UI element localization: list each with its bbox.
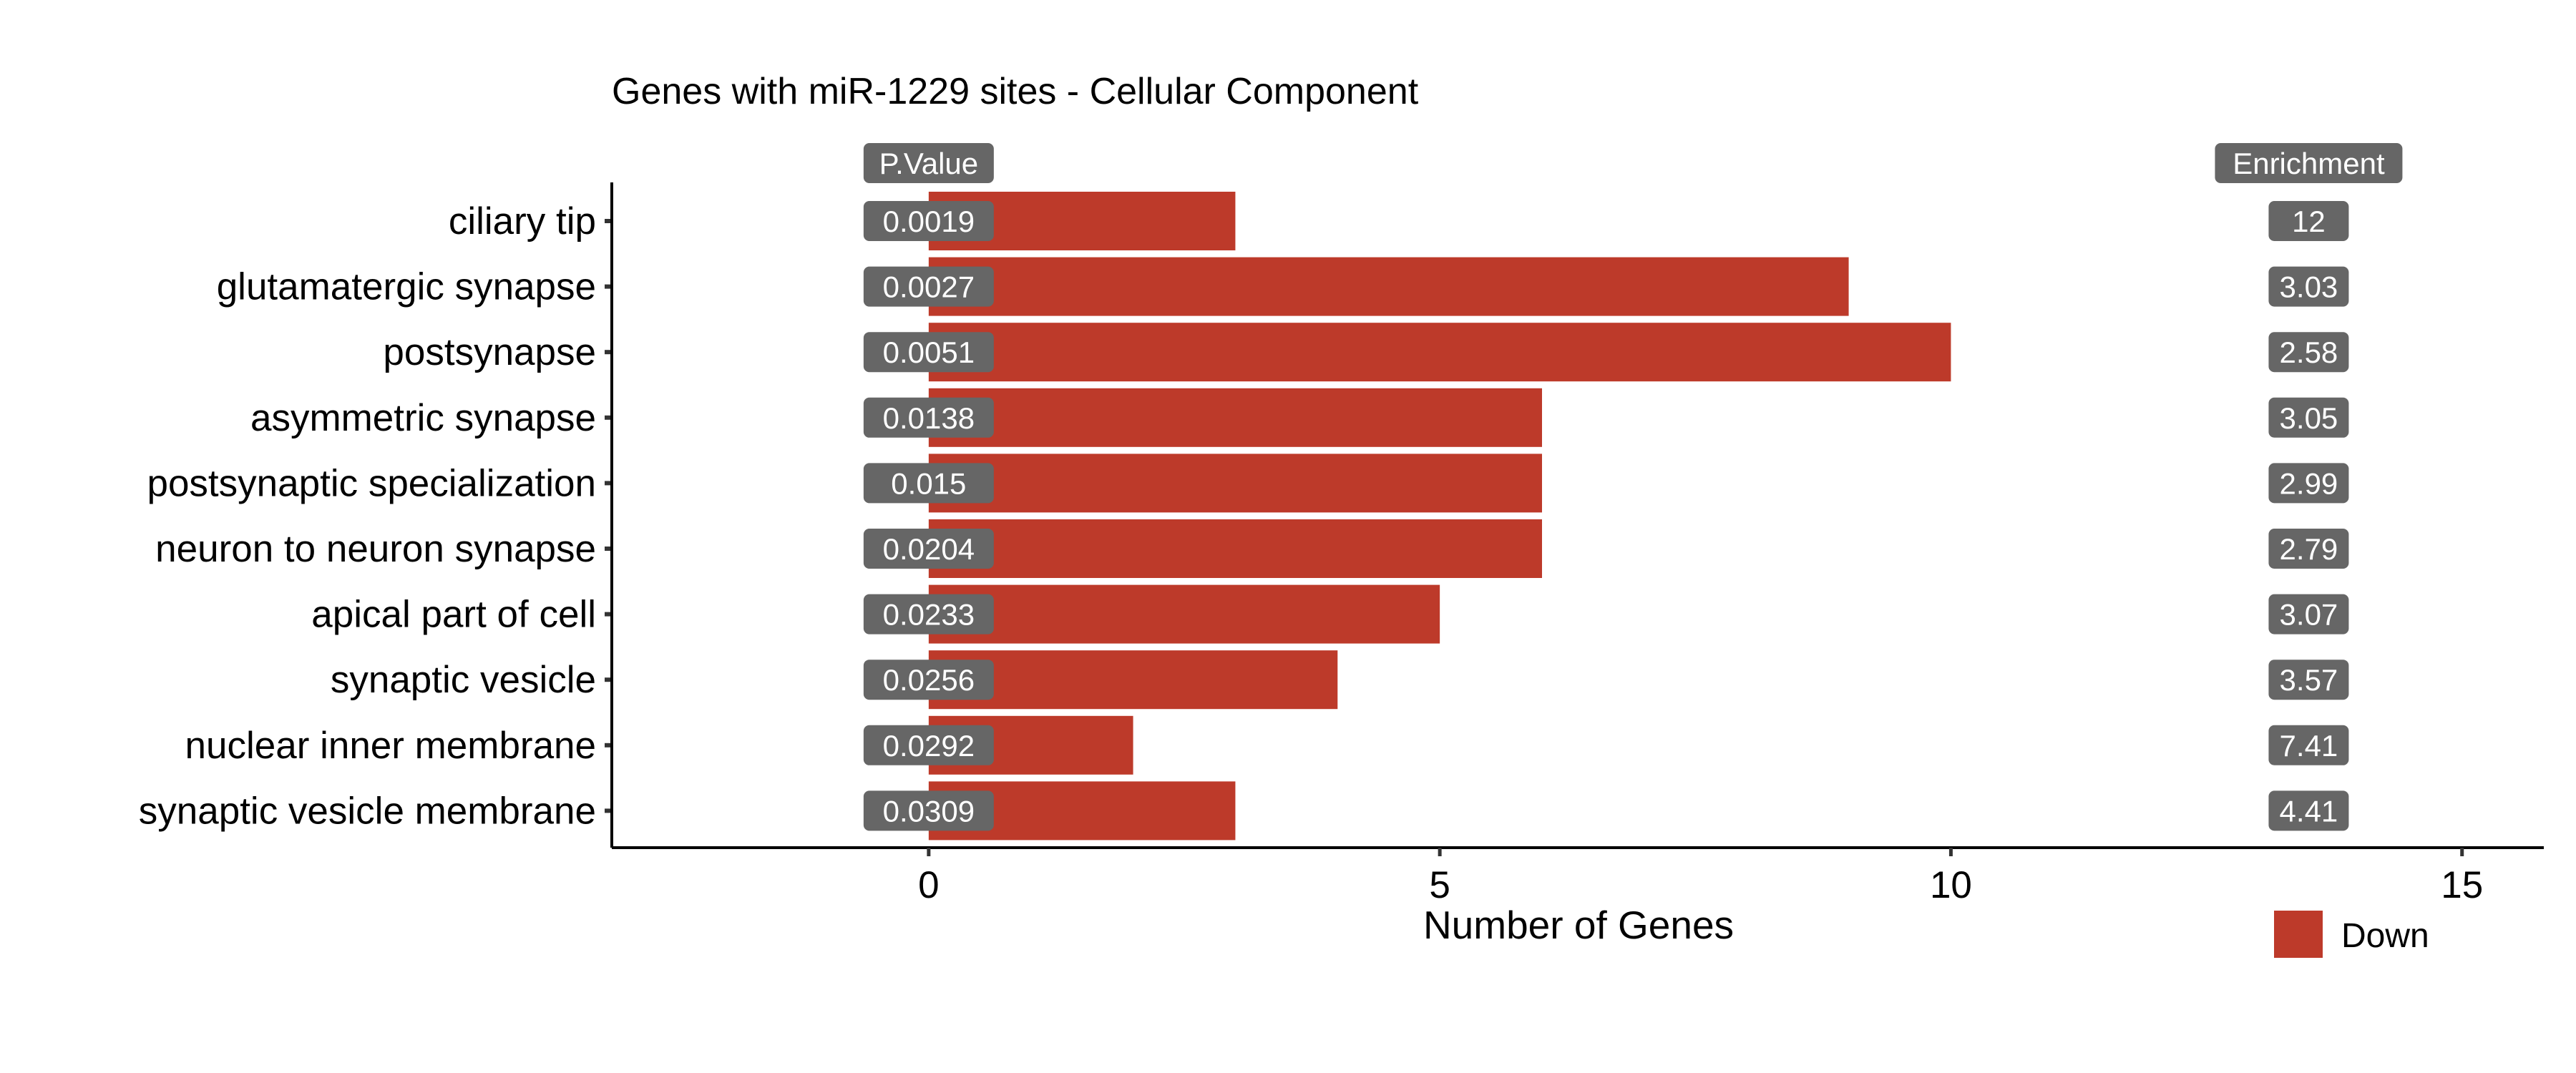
category-label: glutamatergic synapse	[217, 266, 596, 308]
bar	[928, 584, 1440, 644]
enrichment-label: 4.41	[2268, 790, 2349, 831]
pvalue-label-bg	[863, 660, 994, 700]
enrichment-label: 3.57	[2268, 660, 2349, 700]
pvalue-label-text: 0.015	[891, 466, 966, 500]
pvalue-label-text: 0.0256	[883, 663, 975, 697]
bar	[928, 323, 1951, 382]
enrichment-label-bg	[2268, 266, 2349, 307]
pvalue-labels: P.Value 0.0019 0.0027 0.0051 0.0138 0.015 0.02…	[863, 143, 994, 831]
enrichment-label-text: 4.41	[2280, 794, 2338, 828]
pvalue-label-bg	[863, 332, 994, 373]
enrichment-label-bg	[2268, 660, 2349, 700]
pvalue-label: 0.0309	[863, 790, 994, 831]
pvalue-label-bg	[863, 529, 994, 569]
pvalue-label: 0.0027	[863, 266, 994, 307]
category-label: apical part of cell	[311, 594, 596, 636]
enrichment-label: 7.41	[2268, 725, 2349, 765]
x-axis-title: Number of Genes	[1423, 903, 1734, 947]
enrichment-label: 12	[2268, 201, 2349, 241]
enrichment-label-bg	[2268, 594, 2349, 635]
enrichment-label-text: 3.07	[2280, 598, 2338, 632]
category-label: postsynaptic specialization	[147, 462, 596, 504]
category-label: nuclear inner membrane	[185, 725, 596, 767]
pvalue-label-bg	[863, 725, 994, 765]
pvalue-header-bg	[863, 143, 994, 183]
category-label: synaptic vesicle membrane	[139, 790, 596, 832]
enrichment-label-text: 12	[2292, 205, 2326, 238]
enrichment-label: 3.07	[2268, 594, 2349, 635]
pvalue-label: 0.0051	[863, 332, 994, 373]
enrichment-header: Enrichment	[2215, 143, 2403, 183]
category-label: postsynapse	[383, 331, 596, 373]
category-label: synaptic vesicle	[331, 659, 596, 701]
bar	[928, 388, 1542, 447]
category-label: ciliary tip	[449, 200, 596, 242]
legend-swatch	[2274, 911, 2323, 958]
enrichment-label-text: 2.58	[2280, 335, 2338, 369]
pvalue-label-text: 0.0019	[883, 205, 975, 238]
enrichment-labels: Enrichment 12 3.03 2.58 3.05 2.99 2.79 3.07 3.57…	[2215, 143, 2403, 831]
pvalue-label-bg	[863, 790, 994, 831]
pvalue-label: 0.0138	[863, 397, 994, 438]
pvalue-label-text: 0.0204	[883, 532, 975, 566]
pvalue-label-bg	[863, 266, 994, 307]
enrichment-label: 2.99	[2268, 463, 2349, 504]
x-tick-label: 5	[1429, 864, 1450, 906]
chart-title: Genes with miR-1229 sites - Cellular Com…	[612, 71, 1419, 112]
legend-label: Down	[2341, 917, 2429, 955]
bar	[928, 454, 1542, 513]
enrichment-label: 3.03	[2268, 266, 2349, 307]
enrichment-label-bg	[2268, 725, 2349, 765]
enrichment-label: 3.05	[2268, 397, 2349, 438]
category-label: asymmetric synapse	[250, 397, 596, 439]
enrichment-label-bg	[2268, 201, 2349, 241]
pvalue-label-text: 0.0233	[883, 598, 975, 632]
pvalue-label: 0.0204	[863, 529, 994, 569]
bar	[928, 257, 1849, 316]
pvalue-label-bg	[863, 201, 994, 241]
pvalue-label-text: 0.0051	[883, 335, 975, 369]
enrichment-label: 2.79	[2268, 529, 2349, 569]
x-tick-label: 0	[918, 864, 939, 906]
x-tick-label: 15	[2441, 864, 2483, 906]
pvalue-label: 0.0019	[863, 201, 994, 241]
pvalue-label-text: 0.0027	[883, 270, 975, 304]
axes: 0 5 10 15	[605, 182, 2544, 906]
enrichment-label-text: 3.05	[2280, 401, 2338, 435]
bars-group	[928, 192, 1951, 841]
x-tick-label: 10	[1930, 864, 1972, 906]
enrichment-label-text: 3.03	[2280, 270, 2338, 304]
enrichment-header-text: Enrichment	[2233, 147, 2385, 180]
bar	[928, 519, 1542, 578]
enrichment-label-text: 7.41	[2280, 729, 2338, 763]
pvalue-label: 0.0292	[863, 725, 994, 765]
enrichment-label: 2.58	[2268, 332, 2349, 373]
enrichment-label-bg	[2268, 529, 2349, 569]
pvalue-label: 0.0256	[863, 660, 994, 700]
bar	[928, 650, 1338, 710]
enrichment-label-bg	[2268, 332, 2349, 373]
enrichment-label-bg	[2268, 463, 2349, 504]
category-labels: ciliary tip glutamatergic synapse postsyna…	[139, 200, 596, 832]
pvalue-label-text: 0.0138	[883, 401, 975, 435]
enrichment-label-text: 2.99	[2280, 466, 2338, 500]
legend: Down	[2274, 911, 2429, 958]
pvalue-label: 0.015	[863, 463, 994, 504]
pvalue-label-bg	[863, 397, 994, 438]
pvalue-label-text: 0.0309	[883, 794, 975, 828]
enrichment-label-text: 3.57	[2280, 663, 2338, 697]
enrichment-label-bg	[2268, 397, 2349, 438]
pvalue-header: P.Value	[863, 143, 994, 183]
pvalue-label: 0.0233	[863, 594, 994, 635]
enrichment-header-bg	[2215, 143, 2403, 183]
pvalue-label-text: 0.0292	[883, 729, 975, 763]
enrichment-label-bg	[2268, 790, 2349, 831]
pvalue-header-text: P.Value	[879, 147, 979, 180]
enrichment-label-text: 2.79	[2280, 532, 2338, 566]
pvalue-label-bg	[863, 594, 994, 635]
pvalue-label-bg	[863, 463, 994, 504]
category-label: neuron to neuron synapse	[155, 528, 596, 570]
